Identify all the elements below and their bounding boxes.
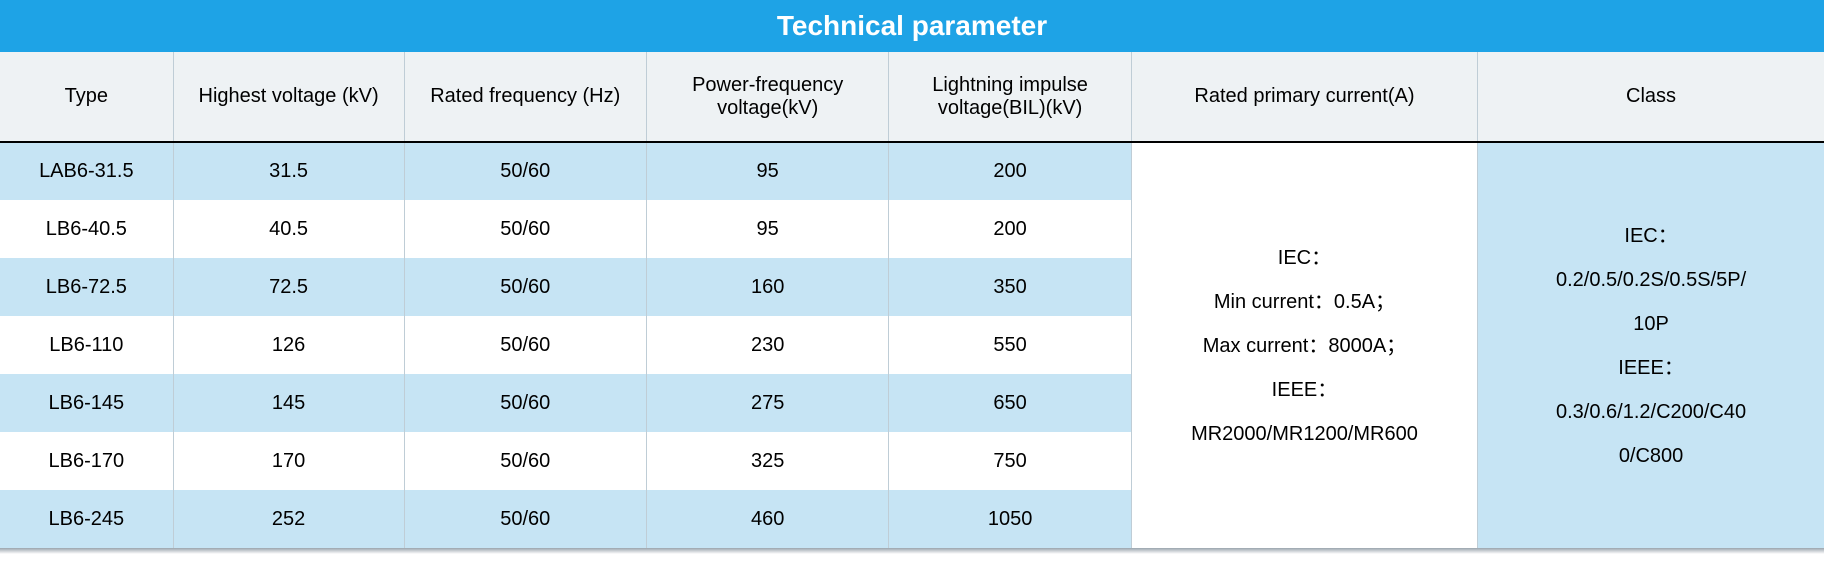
cell-hv: 40.5	[173, 200, 404, 258]
cell-type: LB6-40.5	[0, 200, 173, 258]
cell-liv: 650	[889, 374, 1131, 432]
text-line: Max current：8000A；	[1140, 324, 1469, 368]
parameter-table: TypeHighest voltage (kV)Rated frequency …	[0, 52, 1824, 548]
cell-freq: 50/60	[404, 316, 646, 374]
cell-pfv: 325	[646, 432, 888, 490]
cell-freq: 50/60	[404, 490, 646, 548]
text-line: IEEE：	[1140, 368, 1469, 412]
text-line: IEC：	[1140, 236, 1469, 280]
column-header: Lightning impulse voltage(BIL)(kV)	[889, 52, 1131, 142]
cell-hv: 126	[173, 316, 404, 374]
cell-rated-primary-current: IEC：Min current：0.5A；Max current：8000A；I…	[1131, 142, 1477, 548]
cell-freq: 50/60	[404, 200, 646, 258]
table-title: Technical parameter	[0, 0, 1824, 52]
cell-hv: 31.5	[173, 142, 404, 200]
column-header: Type	[0, 52, 173, 142]
cell-pfv: 275	[646, 374, 888, 432]
cell-pfv: 460	[646, 490, 888, 548]
cell-pfv: 95	[646, 200, 888, 258]
cell-freq: 50/60	[404, 432, 646, 490]
table-row: LAB6-31.531.550/6095200IEC：Min current：0…	[0, 142, 1824, 200]
cell-type: LB6-245	[0, 490, 173, 548]
text-line: Min current：0.5A；	[1140, 280, 1469, 324]
cell-liv: 200	[889, 142, 1131, 200]
text-line: 0.2/0.5/0.2S/0.5S/5P/	[1486, 258, 1816, 302]
cell-liv: 750	[889, 432, 1131, 490]
text-line: 10P	[1486, 302, 1816, 346]
cell-hv: 145	[173, 374, 404, 432]
cell-hv: 252	[173, 490, 404, 548]
text-line: 0.3/0.6/1.2/C200/C40	[1486, 390, 1816, 434]
text-line: 0/C800	[1486, 434, 1816, 478]
cell-liv: 550	[889, 316, 1131, 374]
table-header-row: TypeHighest voltage (kV)Rated frequency …	[0, 52, 1824, 142]
cell-type: LB6-72.5	[0, 258, 173, 316]
cell-pfv: 95	[646, 142, 888, 200]
text-line: IEC：	[1486, 214, 1816, 258]
cell-liv: 200	[889, 200, 1131, 258]
cell-type: LB6-145	[0, 374, 173, 432]
column-header: Class	[1478, 52, 1824, 142]
cell-freq: 50/60	[404, 258, 646, 316]
text-line: IEEE：	[1486, 346, 1816, 390]
column-header: Rated frequency (Hz)	[404, 52, 646, 142]
bottom-shadow	[0, 548, 1824, 554]
column-header: Power-frequency voltage(kV)	[646, 52, 888, 142]
column-header: Rated primary current(A)	[1131, 52, 1477, 142]
cell-liv: 1050	[889, 490, 1131, 548]
column-header: Highest voltage (kV)	[173, 52, 404, 142]
cell-freq: 50/60	[404, 142, 646, 200]
cell-liv: 350	[889, 258, 1131, 316]
cell-pfv: 160	[646, 258, 888, 316]
cell-pfv: 230	[646, 316, 888, 374]
text-line: MR2000/MR1200/MR600	[1140, 412, 1469, 456]
cell-type: LAB6-31.5	[0, 142, 173, 200]
cell-type: LB6-110	[0, 316, 173, 374]
cell-type: LB6-170	[0, 432, 173, 490]
cell-hv: 170	[173, 432, 404, 490]
cell-class: IEC：0.2/0.5/0.2S/0.5S/5P/10PIEEE：0.3/0.6…	[1478, 142, 1824, 548]
cell-freq: 50/60	[404, 374, 646, 432]
table-container: Technical parameter TypeHighest voltage …	[0, 0, 1824, 554]
cell-hv: 72.5	[173, 258, 404, 316]
